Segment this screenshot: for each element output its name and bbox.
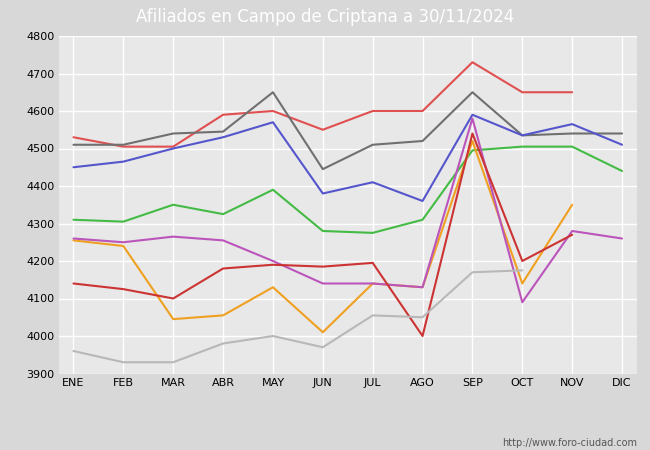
Text: Afiliados en Campo de Criptana a 30/11/2024: Afiliados en Campo de Criptana a 30/11/2… bbox=[136, 8, 514, 26]
Text: http://www.foro-ciudad.com: http://www.foro-ciudad.com bbox=[502, 438, 637, 448]
